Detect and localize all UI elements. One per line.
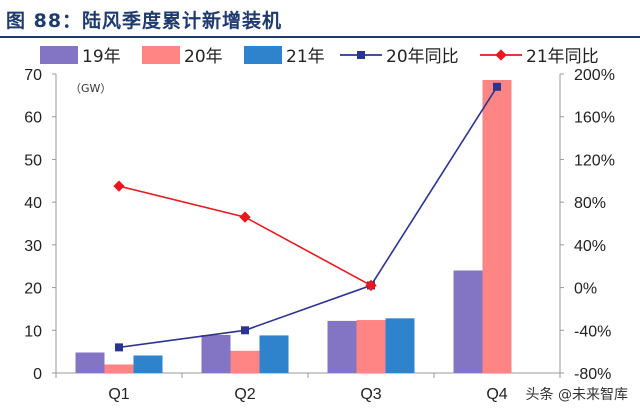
point-yoy20 [493, 82, 501, 91]
bar-20 [230, 350, 260, 373]
legend-marker [495, 49, 507, 61]
legend-swatch [244, 46, 282, 64]
y-tick-label-right: -40% [574, 323, 611, 340]
line-yoy20 [118, 86, 498, 349]
y-tick-label-left: 50 [24, 152, 42, 169]
y-tick-label-left: 40 [24, 195, 42, 212]
bar-21 [133, 355, 163, 373]
bar-19 [453, 270, 483, 373]
y-tick-label-right: -80% [574, 366, 611, 383]
bar-19 [201, 334, 231, 373]
y-tick-label-right: 160% [574, 110, 615, 127]
y-tick-label-left: 70 [24, 67, 42, 84]
y-tick-label-right: 80% [574, 195, 606, 212]
bar-21 [259, 335, 289, 373]
bar-19 [327, 320, 357, 373]
y-tick-label-right: 40% [574, 238, 606, 255]
y-tick-label-left: 30 [24, 238, 42, 255]
line-yoy21 [118, 185, 372, 287]
y-tick-label-right: 120% [574, 152, 615, 169]
legend-label: 20年同比 [386, 47, 459, 67]
x-tick-label: Q2 [234, 386, 255, 403]
legend-swatch [40, 46, 78, 64]
bar-20 [356, 320, 386, 373]
y-tick-label-right: 0% [574, 281, 597, 298]
bar-20 [104, 364, 134, 373]
y-tick-label-left: 10 [24, 323, 42, 340]
legend-label: 20年 [184, 47, 223, 67]
bar-20 [482, 79, 512, 373]
y-tick-label-left: 20 [24, 281, 42, 298]
x-tick-label: Q1 [108, 386, 129, 403]
legend-label: 19年 [82, 47, 121, 67]
legend-marker [357, 51, 365, 59]
x-tick-label: Q3 [360, 386, 381, 403]
legend-label: 21年同比 [526, 47, 599, 67]
y-tick-label-left: 0 [33, 366, 42, 383]
watermark: 头条 @未来智库 [521, 383, 632, 405]
point-yoy21 [113, 180, 125, 192]
legend-label: 21年 [286, 47, 325, 67]
x-tick-label: Q4 [486, 386, 507, 403]
point-yoy21 [365, 279, 377, 292]
bar-21 [385, 318, 415, 373]
legend-swatch [142, 46, 180, 64]
y-tick-label-left: 60 [24, 110, 42, 127]
y-tick-label-right: 200% [574, 67, 615, 84]
unit-label: （GW） [70, 82, 111, 95]
bar-19 [75, 352, 105, 373]
point-yoy20 [241, 326, 249, 335]
point-yoy21 [239, 211, 251, 223]
title-bar: 图 88：陆风季度累计新增装机 [0, 0, 640, 38]
page-title: 图 88：陆风季度累计新增装机 [6, 10, 283, 32]
point-yoy20 [115, 343, 123, 352]
